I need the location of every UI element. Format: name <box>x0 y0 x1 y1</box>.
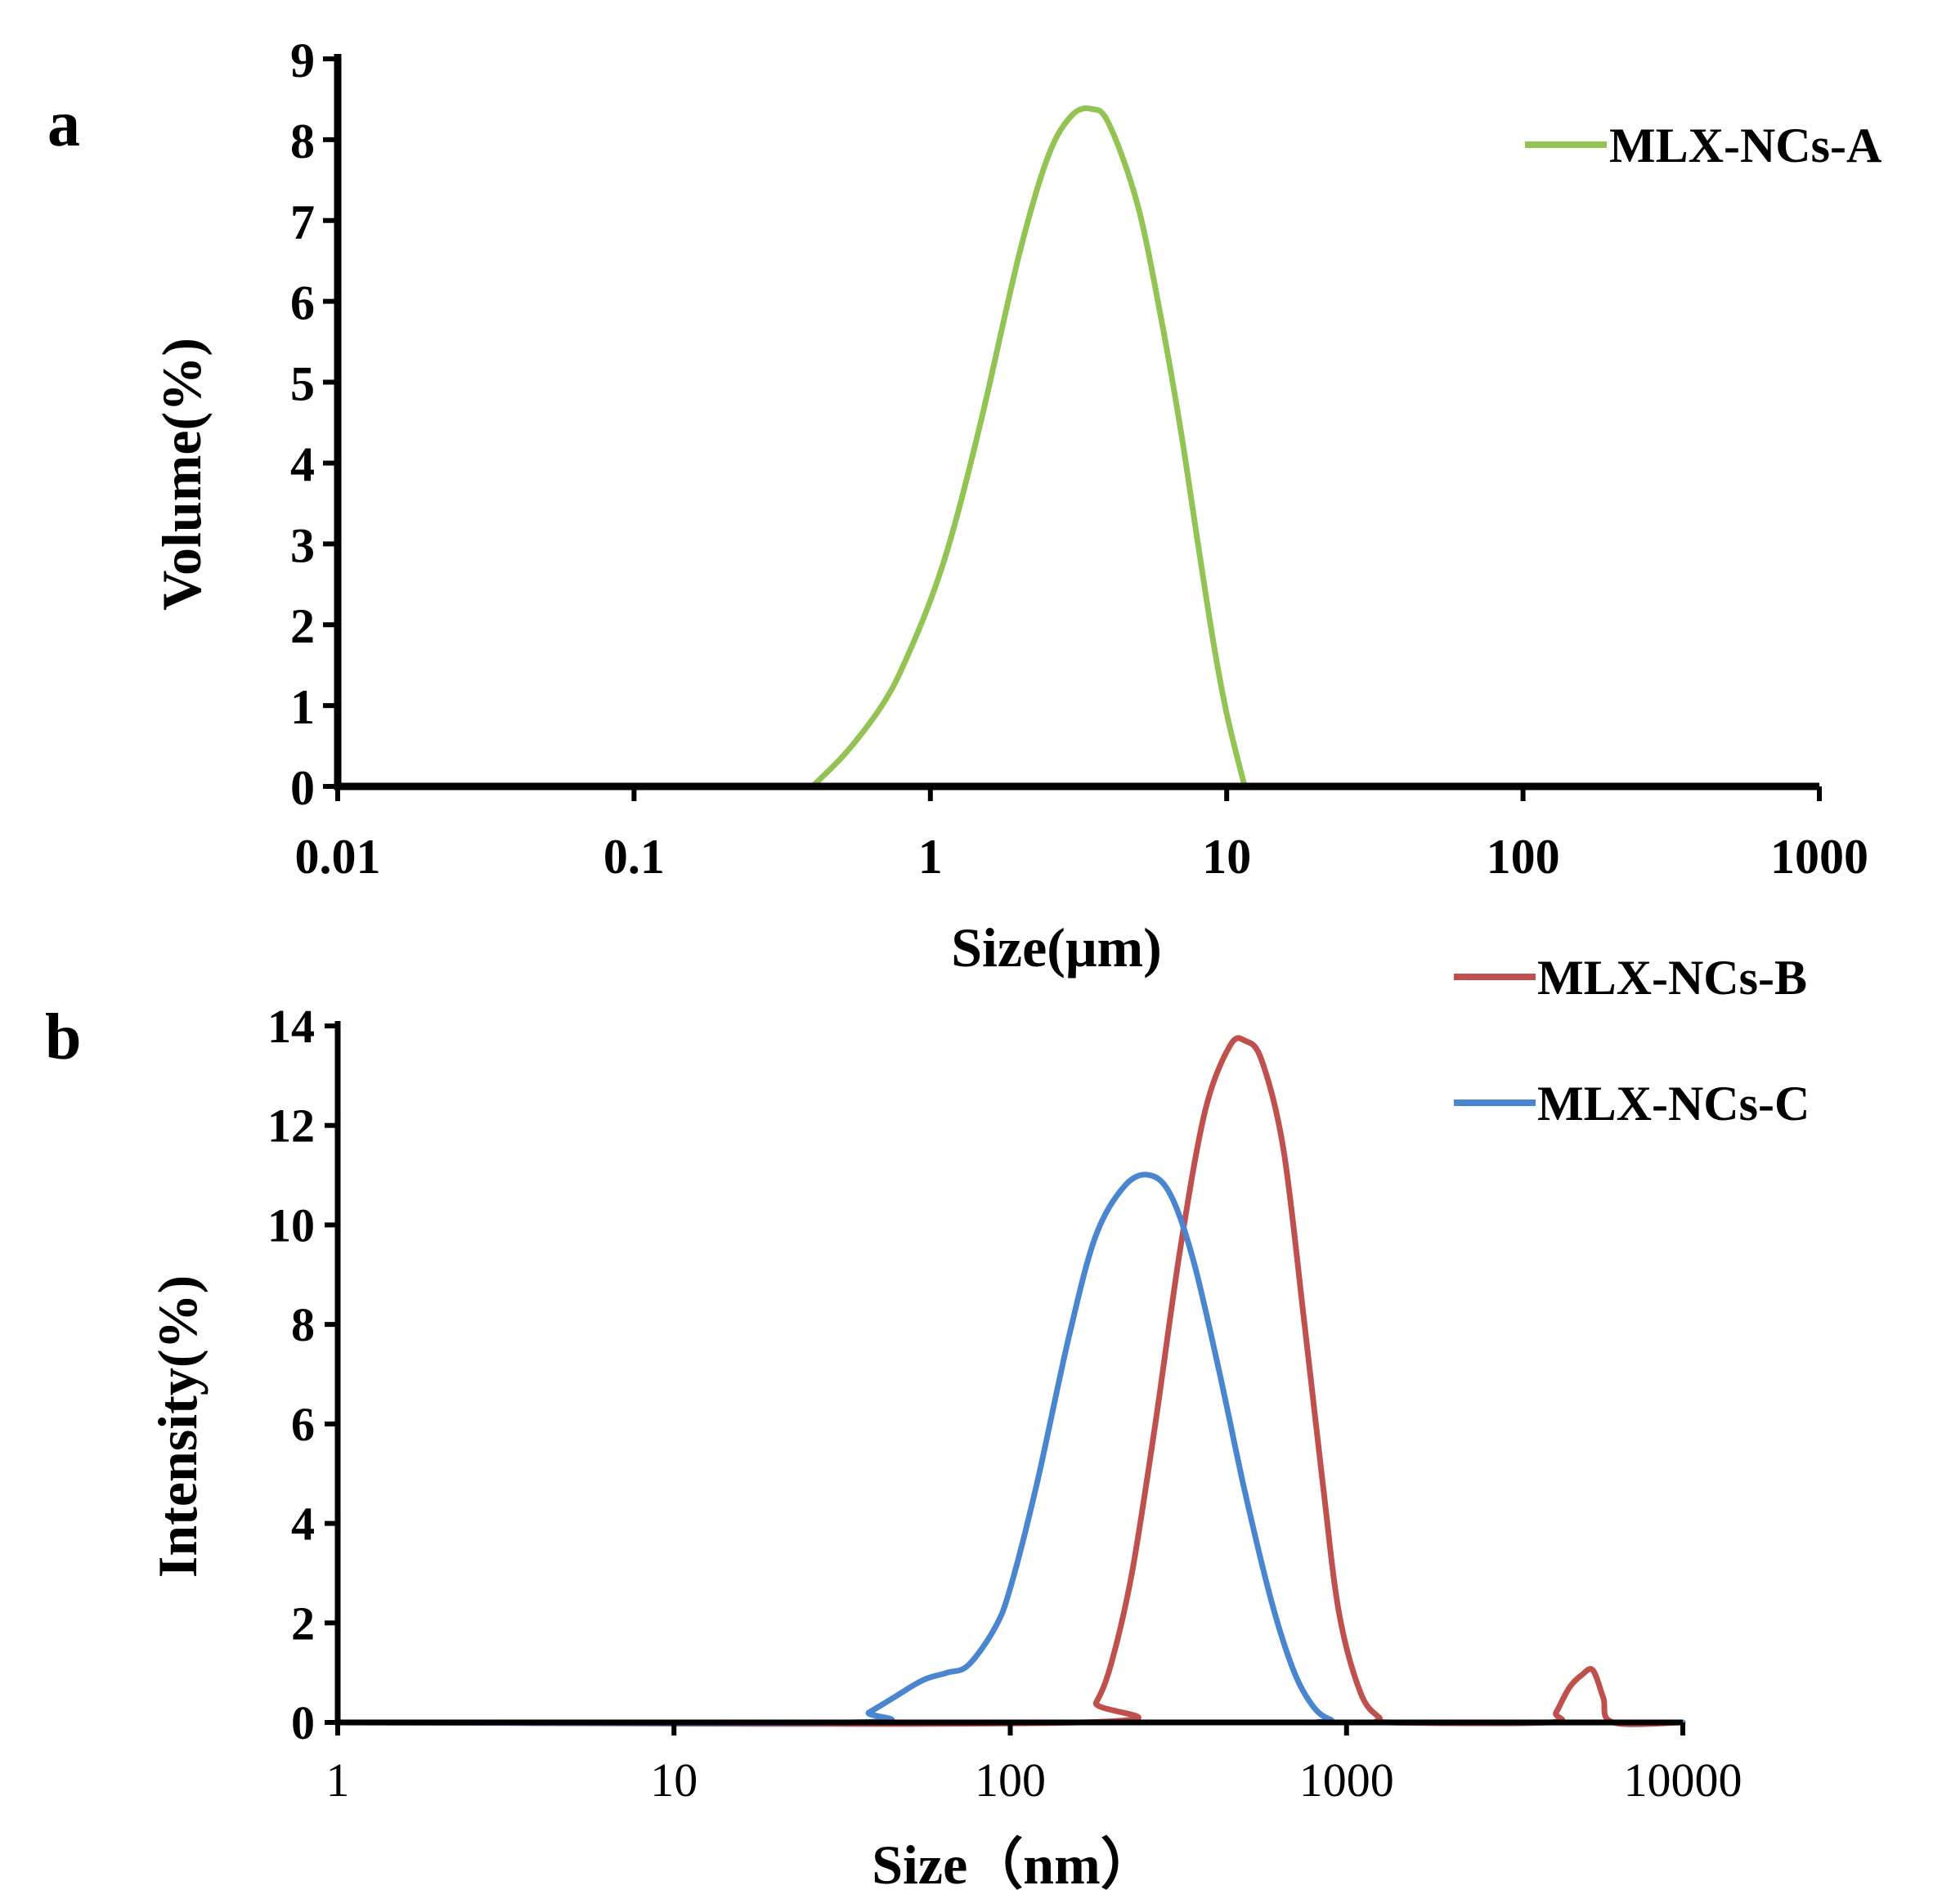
panel-a-y-tick-label: 3 <box>290 518 315 572</box>
panel-b-y-tick-label: 6 <box>291 1398 315 1451</box>
panel-a-x-tick-label: 1 <box>918 830 943 884</box>
panel-a-legend-label-mlx-ncs-a: MLX-NCs-A <box>1609 119 1882 172</box>
panel-b-y-tick-label: 2 <box>291 1597 315 1650</box>
panel-a-x-tick-label: 100 <box>1487 830 1560 884</box>
panel-a-x-tick-label: 0.01 <box>295 830 381 884</box>
panel-b-x-axis-title: Size（nm） <box>872 1834 1156 1896</box>
panel-a-series-mlx-ncs-a <box>810 105 1248 790</box>
panel-b-legend-label-mlx-ncs-c: MLX-NCs-C <box>1537 1077 1810 1131</box>
panel-b-y-tick-label: 8 <box>291 1298 315 1351</box>
panel-a: a 0 1 2 3 4 5 6 7 8 9 0.01 0.1 1 10 100 1000 Size(μm) V… <box>47 34 1882 979</box>
panel-a-label: a <box>47 88 80 160</box>
panel-b-x-tick-label: 10000 <box>1624 1753 1742 1807</box>
panel-a-y-tick-label: 1 <box>290 680 315 734</box>
panel-a-y-tick-label: 8 <box>290 114 315 168</box>
panel-a-legend: MLX-NCs-A <box>1525 119 1882 172</box>
panel-b-y-tick-label: 12 <box>267 1100 315 1153</box>
panel-a-y-tick-label: 5 <box>290 357 315 411</box>
panel-a-y-tick-label: 7 <box>290 195 315 249</box>
panel-a-x-tick-label: 0.1 <box>603 830 665 884</box>
panel-a-y-tick-label: 4 <box>290 437 315 491</box>
panel-b-legend: MLX-NCs-B MLX-NCs-C <box>1454 951 1810 1131</box>
panel-b-x-tick-label: 1000 <box>1299 1753 1394 1807</box>
panel-a-x-tick-label: 1000 <box>1770 830 1868 884</box>
panel-b-y-tick-label: 0 <box>291 1696 315 1749</box>
panel-a-y-axis-title: Volume(%) <box>150 338 213 611</box>
panel-a-y-tick-label: 6 <box>290 276 315 330</box>
panel-b-series-mlx-ncs-c <box>334 1171 1686 1727</box>
panel-b-legend-label-mlx-ncs-b: MLX-NCs-B <box>1537 951 1807 1005</box>
panel-a-x-axis-title: Size(μm) <box>951 916 1162 979</box>
panel-b-x-tick-label: 10 <box>650 1753 697 1807</box>
panel-b-y-tick-label: 10 <box>267 1198 315 1252</box>
panel-a-x-tick-label: 10 <box>1202 830 1251 884</box>
panel-b-y-tick-label: 4 <box>291 1498 315 1551</box>
panel-b-y-axis-title: Intensity(%) <box>146 1275 209 1578</box>
panel-a-y-tick-label: 0 <box>290 761 315 815</box>
panel-b: b 0 2 4 6 8 10 12 14 1 10 100 1000 10000 Size（nm） In… <box>45 951 1810 1896</box>
panel-a-y-tick-label: 2 <box>290 599 315 653</box>
panel-a-y-tick-label: 9 <box>290 34 315 87</box>
panel-b-x-tick-label: 100 <box>975 1753 1046 1807</box>
panel-b-y-tick-label: 14 <box>267 1000 315 1053</box>
panel-b-x-tick-label: 1 <box>326 1753 350 1807</box>
panel-b-series-mlx-ncs-b <box>334 1035 1686 1727</box>
panel-b-label: b <box>45 1001 82 1073</box>
